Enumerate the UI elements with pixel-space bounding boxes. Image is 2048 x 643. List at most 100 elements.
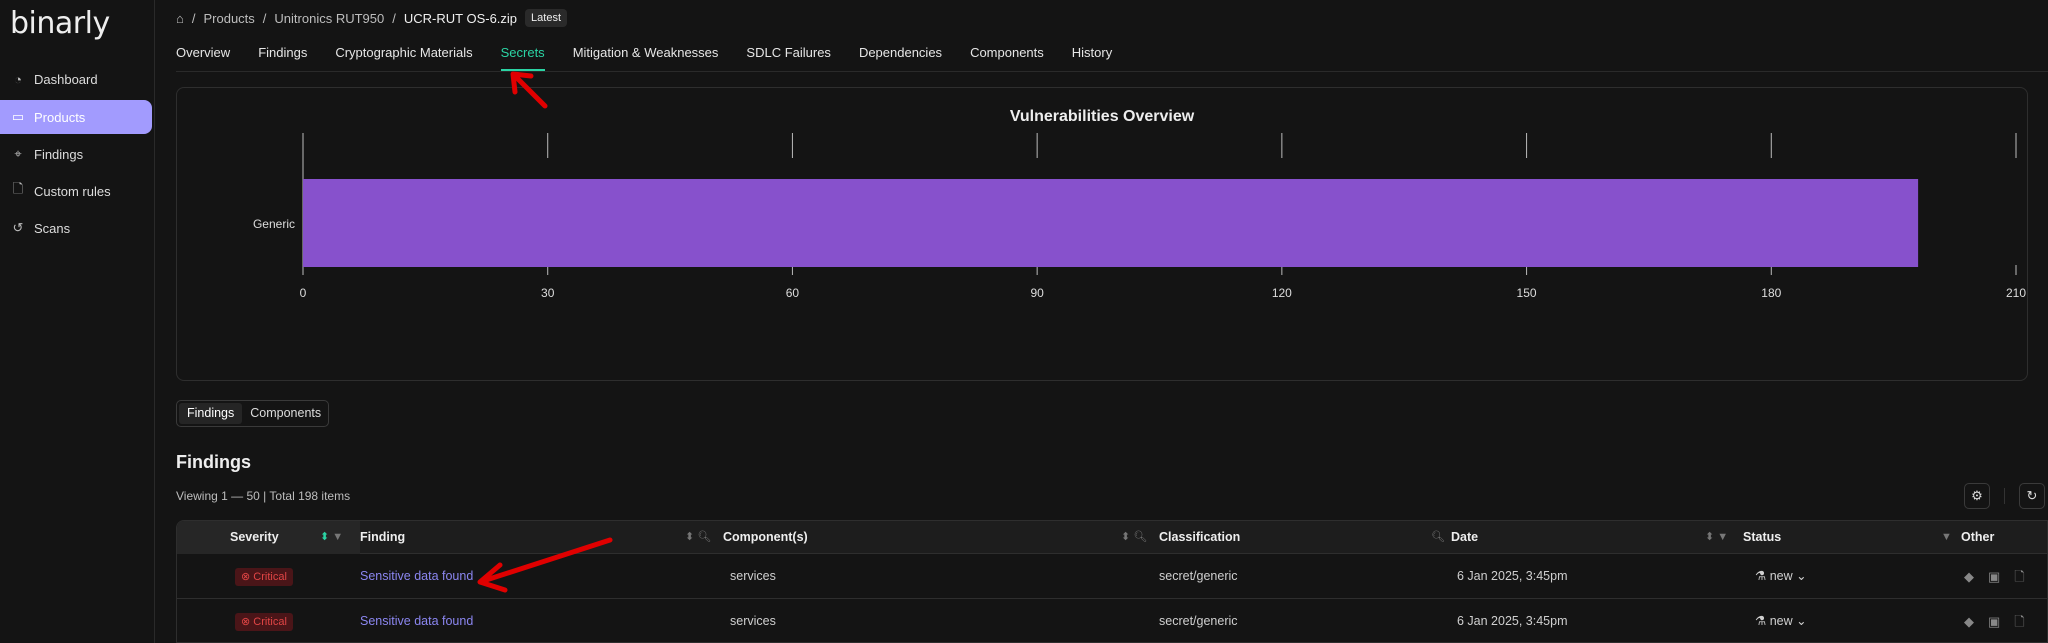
status-icon: ⚗ bbox=[1755, 569, 1770, 583]
sort-search-icons[interactable]: ⬍ 🔍︎ bbox=[1121, 531, 1148, 543]
refresh-icon: ↻ bbox=[2026, 488, 2038, 503]
tab-components[interactable]: Components bbox=[970, 45, 1044, 60]
date-cell: 6 Jan 2025, 3:45pm bbox=[1457, 614, 1568, 628]
file-add-icon[interactable]: 🗋 bbox=[2014, 614, 2025, 629]
breadcrumb: ⌂ / Products / Unitronics RUT950 / UCR-RUT … bbox=[176, 9, 568, 27]
sidebar-item-dashboard[interactable]: ◔ Dashboard bbox=[0, 62, 152, 96]
severity-badge: ⊗ Critical bbox=[235, 613, 293, 631]
tab-dependencies[interactable]: Dependencies bbox=[858, 45, 943, 60]
col-date[interactable]: Date bbox=[1451, 530, 1479, 544]
toggle-components[interactable]: Components bbox=[250, 406, 322, 420]
col-status[interactable]: Status bbox=[1743, 530, 1782, 544]
bar-generic bbox=[303, 179, 1919, 267]
sidebar-item-scans[interactable]: ↺ Scans bbox=[0, 211, 152, 245]
latest-badge: Latest bbox=[525, 9, 568, 27]
classification-cell: secret/generic bbox=[1159, 614, 1238, 628]
history-icon: ↺ bbox=[12, 220, 24, 235]
file-gear-icon: 🗋 bbox=[12, 181, 24, 196]
annotation-arrow bbox=[477, 537, 613, 593]
pagination-summary: Viewing 1 — 50 | Total 198 items bbox=[176, 489, 351, 503]
x-tick-label: 150 bbox=[1517, 286, 1537, 300]
col-other[interactable]: Other bbox=[1961, 530, 1995, 544]
x-tick-label: 0 bbox=[300, 286, 307, 300]
folder-icon: ▭ bbox=[11, 109, 25, 124]
sort-icon[interactable]: ⬍ ▼ bbox=[320, 531, 344, 543]
vulnerabilities-chart-card: Vulnerabilities Overview 0 30 60 90 120 150 18… bbox=[176, 87, 2028, 381]
critical-icon: ⊗ bbox=[241, 571, 254, 583]
x-tick-label: 210 bbox=[2006, 286, 2026, 300]
finding-link[interactable]: Sensitive data found bbox=[360, 614, 474, 628]
component-cell: services bbox=[730, 569, 776, 583]
status-dropdown[interactable]: ⚗ new ⌄ bbox=[1755, 614, 1807, 628]
col-finding[interactable]: Finding bbox=[360, 530, 406, 544]
tab-findings[interactable]: Findings bbox=[258, 45, 308, 60]
breadcrumb-current: UCR-RUT OS-6.zip bbox=[403, 10, 518, 26]
ai-chip-icon[interactable]: ▣ bbox=[1988, 569, 2001, 584]
x-tick-label: 120 bbox=[1272, 286, 1292, 300]
findings-heading: Findings bbox=[176, 452, 251, 472]
pie-chart-icon: ◔ bbox=[14, 71, 22, 87]
sidebar-item-custom-rules[interactable]: 🗋 Custom rules bbox=[0, 174, 152, 208]
other-actions: ◆ ▣ 🗋 bbox=[1964, 599, 2025, 642]
col-classification[interactable]: Classification bbox=[1159, 530, 1241, 544]
diamond-icon[interactable]: ◆ bbox=[1964, 614, 1974, 629]
y-category-label: Generic bbox=[253, 217, 295, 231]
critical-icon: ⊗ bbox=[241, 616, 254, 628]
toggle-findings[interactable]: Findings bbox=[179, 403, 243, 424]
sidebar-item-label: Custom rules bbox=[34, 183, 111, 199]
tab-overview[interactable]: Overview bbox=[176, 45, 231, 60]
table-row[interactable]: ⊗ Critical Sensitive data found services… bbox=[177, 599, 2047, 642]
component-cell: services bbox=[730, 614, 776, 628]
annotation-arrow bbox=[510, 71, 548, 109]
refresh-button[interactable]: ↻ bbox=[2019, 483, 2045, 509]
ai-chip-icon[interactable]: ▣ bbox=[1988, 614, 2001, 629]
x-tick-label: 90 bbox=[1030, 286, 1044, 300]
col-severity[interactable]: Severity bbox=[230, 530, 279, 544]
telescope-icon: ⌖ bbox=[14, 146, 22, 161]
separator: / bbox=[262, 10, 267, 26]
sidebar-item-findings[interactable]: ⌖ Findings bbox=[0, 137, 152, 171]
sidebar-item-label: Findings bbox=[34, 146, 84, 162]
status-dropdown[interactable]: ⚗ new ⌄ bbox=[1755, 569, 1807, 583]
gear-icon: ⚙ bbox=[1971, 488, 1983, 503]
x-tick-label: 60 bbox=[786, 286, 800, 300]
table-header: Severity ⬍ ▼ Finding ⬍ 🔍︎ Component(s) ⬍… bbox=[177, 521, 2047, 554]
view-toggle: Findings Components bbox=[176, 400, 329, 427]
home-icon[interactable]: ⌂ bbox=[176, 10, 184, 26]
bar-chart: 0 30 60 90 120 150 180 210 Generic bbox=[253, 133, 2026, 300]
other-actions: ◆ ▣ 🗋 bbox=[1964, 554, 2025, 599]
sort-search-icons[interactable]: ⬍ 🔍︎ bbox=[685, 531, 712, 543]
tab-sdlc-failures[interactable]: SDLC Failures bbox=[746, 45, 831, 60]
tab-bar: Overview Findings Cryptographic Material… bbox=[176, 44, 1112, 72]
sort-filter-icons[interactable]: ⬍ ▼ bbox=[1705, 531, 1729, 543]
breadcrumb-product[interactable]: Unitronics RUT950 bbox=[274, 10, 385, 26]
tab-secrets[interactable]: Secrets bbox=[500, 44, 545, 72]
x-tick-label: 180 bbox=[1761, 286, 1781, 300]
tab-mitigation[interactable]: Mitigation & Weaknesses bbox=[572, 45, 719, 60]
finding-link[interactable]: Sensitive data found bbox=[360, 569, 474, 583]
file-add-icon[interactable]: 🗋 bbox=[2014, 569, 2025, 584]
search-icon[interactable]: 🔍︎ bbox=[1431, 531, 1445, 543]
sidebar: binarly ◔ Dashboard ▭ Products ⌖ Findings 🗋… bbox=[0, 0, 155, 643]
separator: / bbox=[392, 10, 396, 26]
severity-badge: ⊗ Critical bbox=[235, 568, 293, 586]
settings-button[interactable]: ⚙ bbox=[1964, 483, 1990, 509]
status-label: new bbox=[1769, 569, 1793, 583]
x-tick-label: 30 bbox=[541, 286, 555, 300]
table-row[interactable]: ⊗ Critical Sensitive data found services… bbox=[177, 554, 2047, 599]
sidebar-item-label: Scans bbox=[34, 220, 71, 236]
classification-cell: secret/generic bbox=[1159, 569, 1238, 583]
breadcrumb-products[interactable]: Products bbox=[203, 10, 255, 26]
diamond-icon[interactable]: ◆ bbox=[1964, 569, 1974, 584]
tab-cryptographic-materials[interactable]: Cryptographic Materials bbox=[335, 45, 473, 60]
tab-divider bbox=[176, 71, 2048, 72]
date-cell: 6 Jan 2025, 3:45pm bbox=[1457, 569, 1568, 583]
findings-table: Severity ⬍ ▼ Finding ⬍ 🔍︎ Component(s) ⬍… bbox=[176, 520, 2048, 643]
severity-label: Critical bbox=[253, 616, 287, 628]
sidebar-item-products[interactable]: ▭ Products bbox=[0, 100, 152, 134]
sidebar-item-label: Dashboard bbox=[34, 71, 98, 87]
filter-icon[interactable]: ▼ bbox=[1941, 531, 1952, 543]
tab-history[interactable]: History bbox=[1071, 45, 1113, 60]
col-components[interactable]: Component(s) bbox=[723, 530, 808, 544]
sidebar-item-label: Products bbox=[34, 109, 86, 125]
